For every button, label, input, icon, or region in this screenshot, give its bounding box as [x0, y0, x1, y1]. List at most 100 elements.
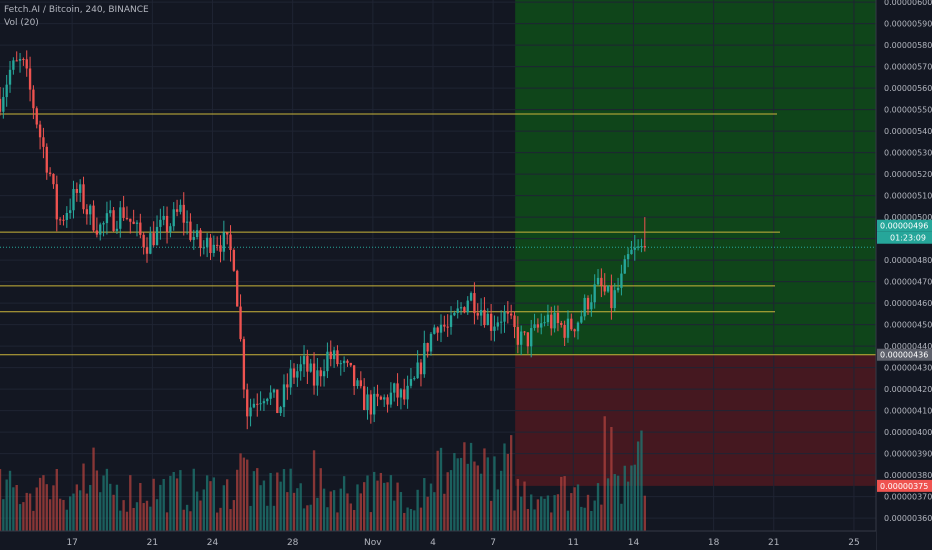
candle-body — [540, 323, 543, 328]
time-tick-label: 17 — [66, 538, 77, 548]
candle-body — [550, 314, 553, 329]
volume-bar — [603, 416, 606, 531]
candle-body — [436, 327, 439, 333]
candle-body — [15, 60, 18, 62]
candle-body — [182, 204, 185, 223]
volume-bar — [606, 478, 610, 531]
candle-body — [489, 313, 493, 331]
candle-body — [426, 343, 429, 352]
candle-body — [306, 356, 309, 372]
volume-bar — [459, 457, 463, 531]
price-tick-label: 0.00000580 — [884, 41, 932, 50]
price-axis-panel[interactable] — [876, 0, 932, 550]
time-axis-panel[interactable] — [0, 531, 876, 550]
volume-bar — [396, 482, 399, 531]
volume-bar — [453, 453, 456, 531]
volume-bar — [159, 484, 162, 531]
candle-body — [302, 356, 306, 365]
volume-bar — [129, 475, 132, 531]
volume-bar — [95, 470, 99, 531]
candle-body — [606, 285, 610, 292]
volume-bar — [540, 496, 543, 531]
candle-body — [623, 259, 626, 274]
volume-bar — [399, 492, 403, 531]
candle-body — [570, 318, 573, 330]
candle-body — [312, 363, 316, 386]
candle-body — [640, 246, 643, 248]
volume-bar — [476, 465, 479, 531]
candle-body — [366, 394, 369, 410]
candle-body — [603, 285, 606, 292]
volume-bar — [125, 511, 129, 531]
volume-bar — [640, 430, 643, 531]
volume-bar — [236, 469, 239, 531]
candle-body — [236, 270, 239, 307]
volume-bar — [189, 511, 192, 531]
candle-body — [125, 217, 129, 219]
candle-body — [259, 403, 262, 405]
volume-bar — [2, 499, 5, 531]
volume-bar — [226, 479, 229, 531]
volume-bar — [322, 488, 326, 531]
candle-body — [362, 386, 366, 410]
volume-bar — [229, 509, 232, 531]
volume-bar — [8, 470, 12, 531]
candle-body — [403, 389, 406, 400]
candle-body — [192, 237, 195, 240]
candlesticks — [0, 50, 646, 430]
candle-body — [0, 98, 2, 112]
volume-bar — [433, 492, 436, 531]
symbol-legend[interactable]: Fetch.AI / Bitcoin, 240, BINANCE — [4, 5, 149, 15]
price-tick-label: 0.00000420 — [884, 385, 932, 394]
candle-body — [32, 89, 35, 109]
volume-bar — [276, 472, 279, 531]
candle-body — [18, 59, 22, 61]
volume-bar — [613, 474, 616, 531]
volume-bar — [423, 478, 426, 531]
candle-body — [12, 60, 15, 70]
candle-body — [423, 343, 426, 375]
volume-bar — [215, 512, 219, 531]
volume-bar — [449, 470, 453, 531]
volume-bar — [199, 500, 202, 531]
volume-bar — [523, 481, 526, 531]
volume-bar — [516, 479, 520, 531]
volume-bar — [272, 505, 276, 531]
time-tick-label: 4 — [430, 538, 436, 548]
entry-price-badge: 0.00000436 — [880, 351, 928, 360]
candle-body — [590, 302, 593, 310]
volume-bar — [332, 490, 336, 531]
candle-body — [246, 389, 249, 417]
volume-bar — [439, 447, 443, 531]
volume-bar — [593, 500, 596, 531]
volume-bar — [563, 476, 566, 531]
candle-body — [292, 368, 296, 378]
candle-body — [262, 401, 266, 404]
volume-bar — [139, 483, 142, 531]
volume-bar — [119, 510, 122, 531]
volume-bar — [182, 509, 185, 531]
candle-body — [185, 221, 189, 223]
price-tick-label: 0.00000540 — [884, 127, 932, 136]
volume-legend[interactable]: Vol (20) — [4, 18, 39, 28]
volume-bar — [282, 469, 286, 531]
volume-bar — [469, 442, 473, 531]
volume-bar — [610, 427, 613, 531]
volume-bar — [489, 500, 493, 531]
volume-bar — [135, 502, 139, 531]
candle-body — [583, 297, 586, 317]
volume-bar — [570, 493, 573, 531]
candle-body — [516, 327, 520, 345]
candle-body — [369, 394, 373, 415]
time-tick-label: Nov — [364, 538, 382, 548]
candle-body — [446, 326, 449, 328]
volume-bar — [165, 512, 169, 531]
candle-body — [296, 371, 299, 378]
candle-body — [142, 234, 145, 248]
candle-body — [172, 209, 175, 227]
volume-bar — [513, 510, 516, 531]
candle-body — [476, 313, 479, 316]
candle-body — [112, 210, 115, 231]
volume-bar — [105, 468, 109, 531]
